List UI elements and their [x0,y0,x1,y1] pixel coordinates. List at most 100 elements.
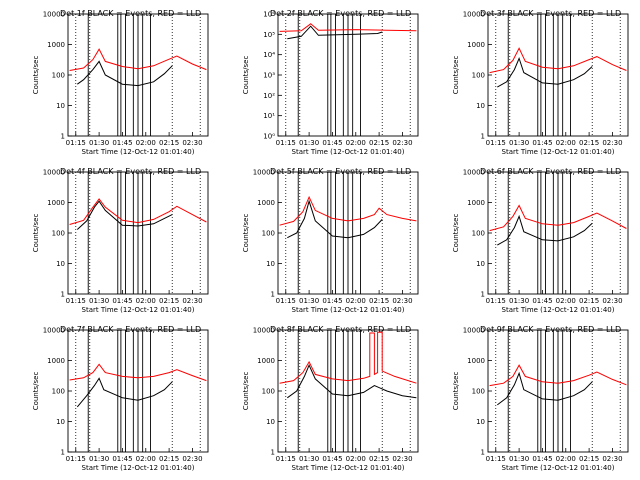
y-tick-label: 1000 [47,199,65,207]
x-tick-label: 02:00 [346,455,366,463]
y-tick-label: 1 [61,133,65,141]
x-tick-label: 01:15 [486,297,506,305]
x-tick-label: 01:30 [299,139,319,147]
events-series-line [497,56,593,88]
x-axis-label: Start Time (12-Oct-12 01:01:40) [292,464,405,472]
y-tick-label: 10⁶ [263,11,275,19]
x-tick-label: 02:30 [182,455,202,463]
plot-frame [277,329,419,453]
y-tick-label: 10 [266,418,275,426]
x-tick-label: 02:30 [602,297,622,305]
y-tick-label: 10000 [43,169,65,177]
x-tick-label: 01:45 [322,455,342,463]
x-tick-label: 02:00 [136,455,156,463]
y-axis-label: Counts/sec [242,56,250,95]
x-axis-label: Start Time (12-Oct-12 01:01:40) [292,306,405,314]
x-tick-label: 02:30 [392,139,412,147]
plot-frame [277,13,419,137]
x-tick-label: 01:30 [509,139,529,147]
y-axis-label: Counts/sec [452,56,460,95]
y-tick-label: 100 [262,388,275,396]
x-tick-label: 01:45 [112,455,132,463]
chart-title: Det 8f BLACK = Events, RED = LLD [270,325,411,334]
y-tick-label: 1 [61,449,65,457]
y-tick-label: 100 [52,72,65,80]
y-tick-label: 10000 [253,327,275,335]
plot-frame [67,171,209,295]
x-tick-label: 02:30 [392,455,412,463]
y-axis-label: Counts/sec [452,372,460,411]
y-tick-label: 10000 [463,11,485,19]
x-tick-label: 01:30 [299,455,319,463]
lld-series-line [69,198,207,225]
x-tick-label: 01:45 [532,297,552,305]
y-tick-label: 1000 [467,41,485,49]
y-tick-label: 10 [266,260,275,268]
lld-series-line [489,364,627,387]
x-axis-label: Start Time (12-Oct-12 01:01:40) [292,148,405,156]
chart-title: Det 5f BLACK = Events, RED = LLD [270,167,411,176]
x-tick-label: 02:30 [602,455,622,463]
x-tick-label: 01:15 [66,139,86,147]
x-tick-label: 02:15 [159,297,179,305]
y-axis-label: Counts/sec [32,56,40,95]
x-tick-label: 01:30 [89,297,109,305]
plot-frame [487,329,629,453]
y-axis-label: Counts/sec [452,214,460,253]
x-axis-label: Start Time (12-Oct-12 01:01:40) [82,464,195,472]
plot-frame [67,13,209,137]
lld-series-line [489,204,627,232]
y-axis-label: Counts/sec [242,372,250,411]
y-tick-label: 1 [61,291,65,299]
y-tick-label: 10000 [253,169,275,177]
y-tick-label: 10 [476,418,485,426]
chart-title: Det 6f BLACK = Events, RED = LLD [480,167,621,176]
x-axis-label: Start Time (12-Oct-12 01:01:40) [502,148,615,156]
x-tick-label: 01:45 [322,139,342,147]
y-tick-label: 100 [52,388,65,396]
x-tick-label: 01:15 [486,139,506,147]
y-tick-label: 10000 [43,327,65,335]
x-tick-label: 02:00 [556,139,576,147]
x-tick-label: 02:30 [392,297,412,305]
events-series-line [496,371,593,406]
x-tick-label: 02:15 [159,455,179,463]
events-series-line [287,25,383,40]
y-tick-label: 10³ [263,72,275,80]
lld-series-line [69,363,207,382]
y-tick-label: 10 [476,102,485,110]
chart-panel-1: Det 1f BLACK = Events, RED = LLD Counts/s… [32,9,209,156]
chart-panel-6: Det 6f BLACK = Events, RED = LLD Counts/s… [452,167,629,314]
y-tick-label: 100 [262,230,275,238]
chart-panel-9: Det 9f BLACK = Events, RED = LLD Counts/s… [452,325,629,472]
y-tick-label: 1000 [257,357,275,365]
y-axis-label: Counts/sec [32,214,40,253]
y-tick-label: 1 [271,449,275,457]
plot-frame [277,171,419,295]
chart-panel-2: Det 2f BLACK = Events, RED = LLD Counts/s… [242,9,419,156]
plot-frame [487,13,629,137]
y-tick-label: 10000 [463,327,485,335]
y-tick-label: 10² [263,92,275,100]
chart-panel-8: Det 8f BLACK = Events, RED = LLD Counts/s… [242,325,419,472]
x-tick-label: 02:30 [602,139,622,147]
y-tick-label: 1000 [467,199,485,207]
x-tick-label: 02:15 [579,455,599,463]
chart-title: Det 3f BLACK = Events, RED = LLD [480,9,621,18]
x-tick-label: 01:15 [486,455,506,463]
x-tick-label: 02:00 [346,297,366,305]
y-tick-label: 10 [56,260,65,268]
chart-title: Det 7f BLACK = Events, RED = LLD [60,325,201,334]
y-tick-label: 1000 [467,357,485,365]
y-tick-label: 10 [56,102,65,110]
y-tick-label: 1000 [47,41,65,49]
x-tick-label: 01:15 [276,455,296,463]
x-tick-label: 02:15 [159,139,179,147]
chart-title: Det 1f BLACK = Events, RED = LLD [60,9,201,18]
plot-frame [67,329,209,453]
y-tick-label: 100 [472,388,485,396]
y-tick-label: 1000 [47,357,65,365]
x-tick-label: 01:30 [509,297,529,305]
events-series-line [287,199,383,239]
y-tick-label: 10 [476,260,485,268]
